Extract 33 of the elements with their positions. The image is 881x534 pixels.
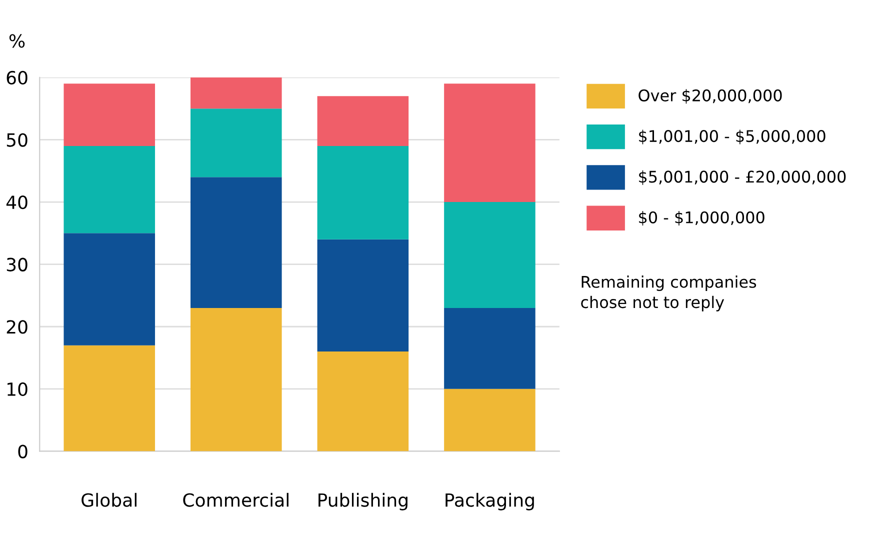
- y-tick-label: 50: [6, 133, 28, 147]
- y-tick-label: 20: [6, 320, 28, 334]
- bar: [317, 239, 409, 352]
- bar: [444, 202, 536, 308]
- text: Remaining companies chose not to reply: [581, 276, 756, 312]
- legend-label: $0 - $1,000,000: [639, 211, 764, 226]
- y-axis-title: %: [9, 34, 25, 48]
- bar: [317, 146, 409, 240]
- bar: [190, 108, 282, 178]
- bar: [64, 146, 156, 234]
- y-tick-label: 60: [6, 70, 28, 85]
- y-tick-label: 40: [6, 195, 28, 210]
- bar: [64, 84, 156, 146]
- bar: [444, 308, 536, 389]
- bar: [317, 96, 409, 146]
- x-tick-label: Commercial: [183, 492, 288, 507]
- bar: [64, 345, 156, 452]
- y-tick-label: 10: [8, 382, 28, 396]
- bar: [190, 308, 282, 452]
- bar: [444, 84, 536, 202]
- legend-label: $5,001,000 - £20,000,000: [639, 170, 846, 185]
- x-tick-label: Publishing: [318, 492, 408, 510]
- bar: [190, 177, 282, 308]
- x-tick-label: Packaging: [446, 492, 534, 510]
- x-tick-label: Global: [82, 492, 136, 507]
- bar: [64, 233, 156, 346]
- y-tick-label: 30: [6, 258, 28, 272]
- bar: [444, 388, 536, 452]
- bar: [190, 77, 282, 109]
- legend-label: Over $20,000,000: [638, 89, 782, 104]
- y-tick-label: 0: [18, 444, 28, 458]
- legend-label: $1,001,00 - $5,000,000: [639, 130, 826, 144]
- bar: [317, 352, 409, 452]
